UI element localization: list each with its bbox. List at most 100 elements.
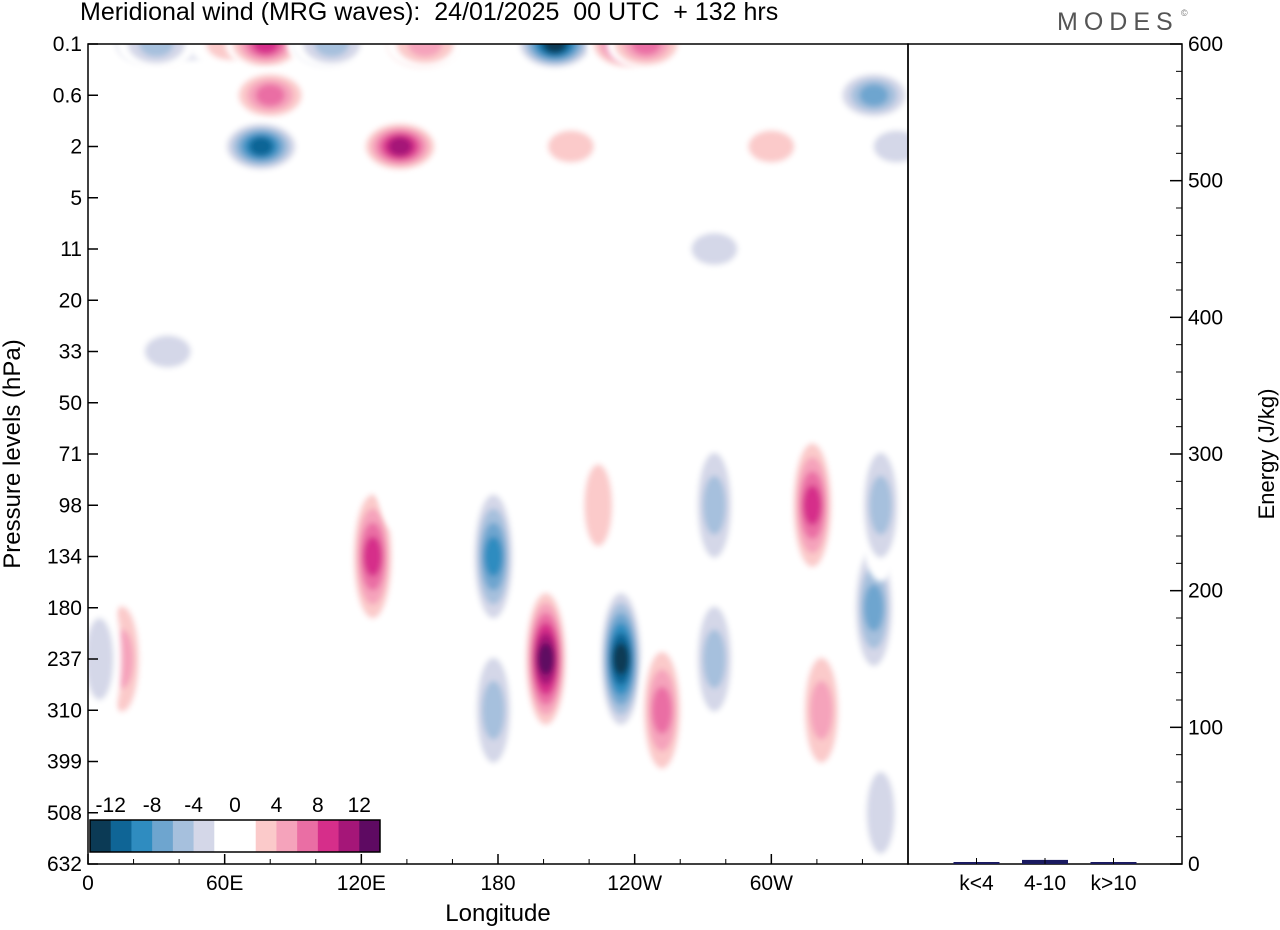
energy-tick-label: 0 — [1188, 853, 1200, 876]
y-tick-label: 508 — [47, 802, 82, 825]
energy-bars: k<4 4-10 k>10 — [953, 858, 1137, 895]
x-axis-label: Longitude — [445, 900, 550, 927]
colorbar-swatch — [276, 820, 298, 852]
energy-tick-label: 400 — [1188, 306, 1223, 329]
contour-cell — [856, 120, 908, 173]
y-axis-label: Pressure levels (hPa) — [0, 339, 26, 568]
colorbar-swatch — [214, 820, 236, 852]
energy-tick-label: 300 — [1188, 443, 1223, 466]
contour-cell — [663, 376, 743, 429]
colorbar-frame — [89, 819, 381, 853]
colorbar-label: 12 — [348, 794, 371, 817]
x-tick-label: 120E — [337, 872, 386, 895]
x-tick-label: 180 — [480, 872, 515, 895]
contour-cell — [599, 583, 643, 735]
colorbar-swatch — [317, 820, 340, 852]
contour-cell — [360, 120, 441, 173]
contour-cell — [471, 480, 516, 633]
colorbar-swatch — [110, 820, 132, 852]
y-tick-label: 20 — [59, 289, 82, 312]
y-tick-label: 11 — [60, 238, 82, 261]
contour-cell — [291, 44, 372, 70]
contour-cell — [692, 429, 737, 582]
x-tick-label: 60E — [206, 872, 243, 895]
colorbar-swatch — [172, 820, 195, 852]
contour-cell — [230, 69, 311, 122]
contour-cell — [530, 120, 611, 173]
y-tick-label: 399 — [47, 751, 82, 774]
y-tick-label: 310 — [47, 699, 82, 722]
brand-logo: MODES — [1057, 8, 1179, 36]
contour-cell — [790, 429, 835, 582]
contour-cell — [221, 120, 302, 173]
colorbar-swatch — [255, 820, 277, 852]
colorbar-swatch — [235, 820, 257, 852]
x-tick-label: 60W — [750, 872, 793, 895]
y-tick-label: 134 — [47, 546, 82, 569]
x-tick-label: 120W — [607, 872, 662, 895]
y-tick-label: 0.1 — [53, 33, 82, 56]
y-tick-label: 33 — [59, 341, 82, 364]
y-tick-label: 180 — [47, 597, 82, 620]
colorbar-label: 0 — [229, 794, 241, 817]
colorbar-legend: -12 -8 -4 0 4 8 12 — [89, 794, 381, 853]
contour-cell — [385, 44, 466, 70]
energy-category-label: k>10 — [1090, 872, 1136, 895]
contour-cell — [692, 583, 737, 735]
contour-cell — [576, 429, 621, 582]
contour-cell — [471, 634, 516, 787]
contour-cell — [116, 44, 197, 70]
contour-cell — [480, 325, 561, 378]
y-tick-label: 2 — [70, 136, 82, 159]
contour-cell — [776, 274, 857, 327]
contour-cell — [350, 480, 395, 633]
longitude-axis: 0 60E 120E 180 120W 60W — [82, 854, 863, 895]
energy-category-label: k<4 — [959, 872, 994, 895]
colorbar-swatch — [193, 820, 215, 852]
energy-tick-label: 200 — [1188, 580, 1223, 603]
colorbar-label: -4 — [184, 794, 203, 817]
contour-cell — [373, 378, 418, 530]
x-tick-label: 0 — [82, 872, 94, 895]
colorbar-label: 8 — [312, 794, 324, 817]
contour-cell — [127, 325, 208, 378]
contour-cell — [799, 634, 844, 787]
colorbar-label: -12 — [96, 794, 126, 817]
contour-cell — [674, 223, 755, 275]
contour-cell — [858, 736, 903, 864]
contour-cell — [833, 69, 908, 122]
energy-axis: 0 100 200 300 400 500 600 — [1170, 33, 1223, 876]
contour-cell — [606, 44, 687, 70]
contour-cell — [858, 429, 903, 582]
y-tick-label: 98 — [59, 494, 82, 517]
colorbar-label: 4 — [271, 794, 283, 817]
contour-cell — [88, 171, 163, 224]
energy-category-label: 4-10 — [1024, 872, 1066, 895]
copyright-mark: © — [1181, 8, 1188, 18]
contour-cell — [731, 120, 812, 173]
contour-cell — [104, 376, 185, 429]
colorbar-swatch — [297, 820, 319, 852]
energy-plot-frame — [907, 43, 1183, 865]
energy-tick-label: 600 — [1188, 33, 1223, 56]
contour-cell — [88, 583, 122, 735]
energy-axis-label: Energy (J/kg) — [1254, 389, 1279, 520]
contour-cell — [640, 634, 684, 787]
contour-cell — [161, 274, 242, 327]
y-tick-label: 237 — [47, 648, 82, 671]
colorbar-swatch — [131, 820, 153, 852]
y-tick-label: 50 — [59, 392, 82, 415]
wind-contour-field — [88, 44, 908, 864]
y-tick-label: 71 — [59, 443, 82, 466]
contour-cell — [389, 171, 470, 224]
y-tick-label: 5 — [70, 187, 82, 210]
colorbar-swatch — [338, 820, 360, 852]
energy-tick-label: 100 — [1188, 716, 1223, 739]
contour-cell — [225, 44, 306, 70]
contour-cell — [514, 44, 595, 70]
colorbar-swatch — [90, 820, 112, 852]
chart-title: Meridional wind (MRG waves): 24/01/2025 … — [80, 0, 779, 26]
y-tick-label: 0.6 — [53, 84, 82, 107]
contour-cell — [523, 583, 568, 735]
